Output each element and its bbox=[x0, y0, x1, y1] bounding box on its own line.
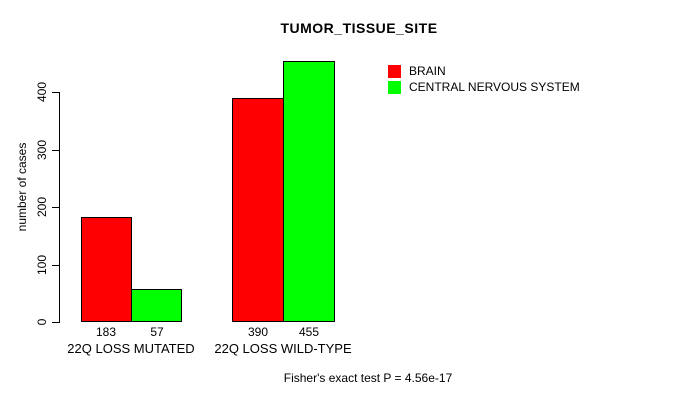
y-tick-label: 200 bbox=[35, 196, 49, 218]
legend-label: CENTRAL NERVOUS SYSTEM bbox=[409, 80, 580, 94]
y-axis-tick bbox=[52, 322, 59, 323]
y-axis-tick bbox=[52, 92, 59, 93]
legend-swatch-green bbox=[388, 80, 401, 94]
x-category-label: 22Q LOSS WILD-TYPE bbox=[214, 341, 352, 356]
y-axis-tick bbox=[52, 207, 59, 208]
x-category-label: 22Q LOSS MUTATED bbox=[67, 341, 195, 356]
bar-value-label: 183 bbox=[95, 325, 117, 339]
bar-value-label: 57 bbox=[150, 325, 164, 339]
legend-entry-brain: BRAIN bbox=[388, 63, 580, 79]
legend: BRAIN CENTRAL NERVOUS SYSTEM bbox=[388, 63, 580, 95]
y-tick-label: 0 bbox=[35, 318, 49, 326]
bar-brain-22q-loss-mutated bbox=[81, 217, 132, 322]
annotation-fishers-test: Fisher's exact test P = 4.56e-17 bbox=[283, 371, 453, 385]
y-axis-tick bbox=[52, 150, 59, 151]
y-tick-label: 100 bbox=[35, 254, 49, 276]
y-tick-label: 400 bbox=[35, 81, 49, 103]
legend-entry-cns: CENTRAL NERVOUS SYSTEM bbox=[388, 79, 580, 95]
y-tick-label: 300 bbox=[35, 139, 49, 161]
bar-cns-22q-loss-mutated bbox=[131, 289, 182, 322]
chart-title: TUMOR_TISSUE_SITE bbox=[280, 20, 438, 36]
y-axis-tick bbox=[52, 265, 59, 266]
bar-value-label: 390 bbox=[247, 325, 269, 339]
bar-value-label: 455 bbox=[298, 325, 320, 339]
bar-brain-22q-loss-wild-type bbox=[232, 98, 284, 322]
legend-swatch-red bbox=[388, 64, 401, 78]
y-axis-line bbox=[59, 92, 60, 323]
bar-cns-22q-loss-wild-type bbox=[283, 61, 335, 322]
y-axis-label: number of cases bbox=[15, 142, 29, 232]
legend-label: BRAIN bbox=[409, 64, 446, 78]
